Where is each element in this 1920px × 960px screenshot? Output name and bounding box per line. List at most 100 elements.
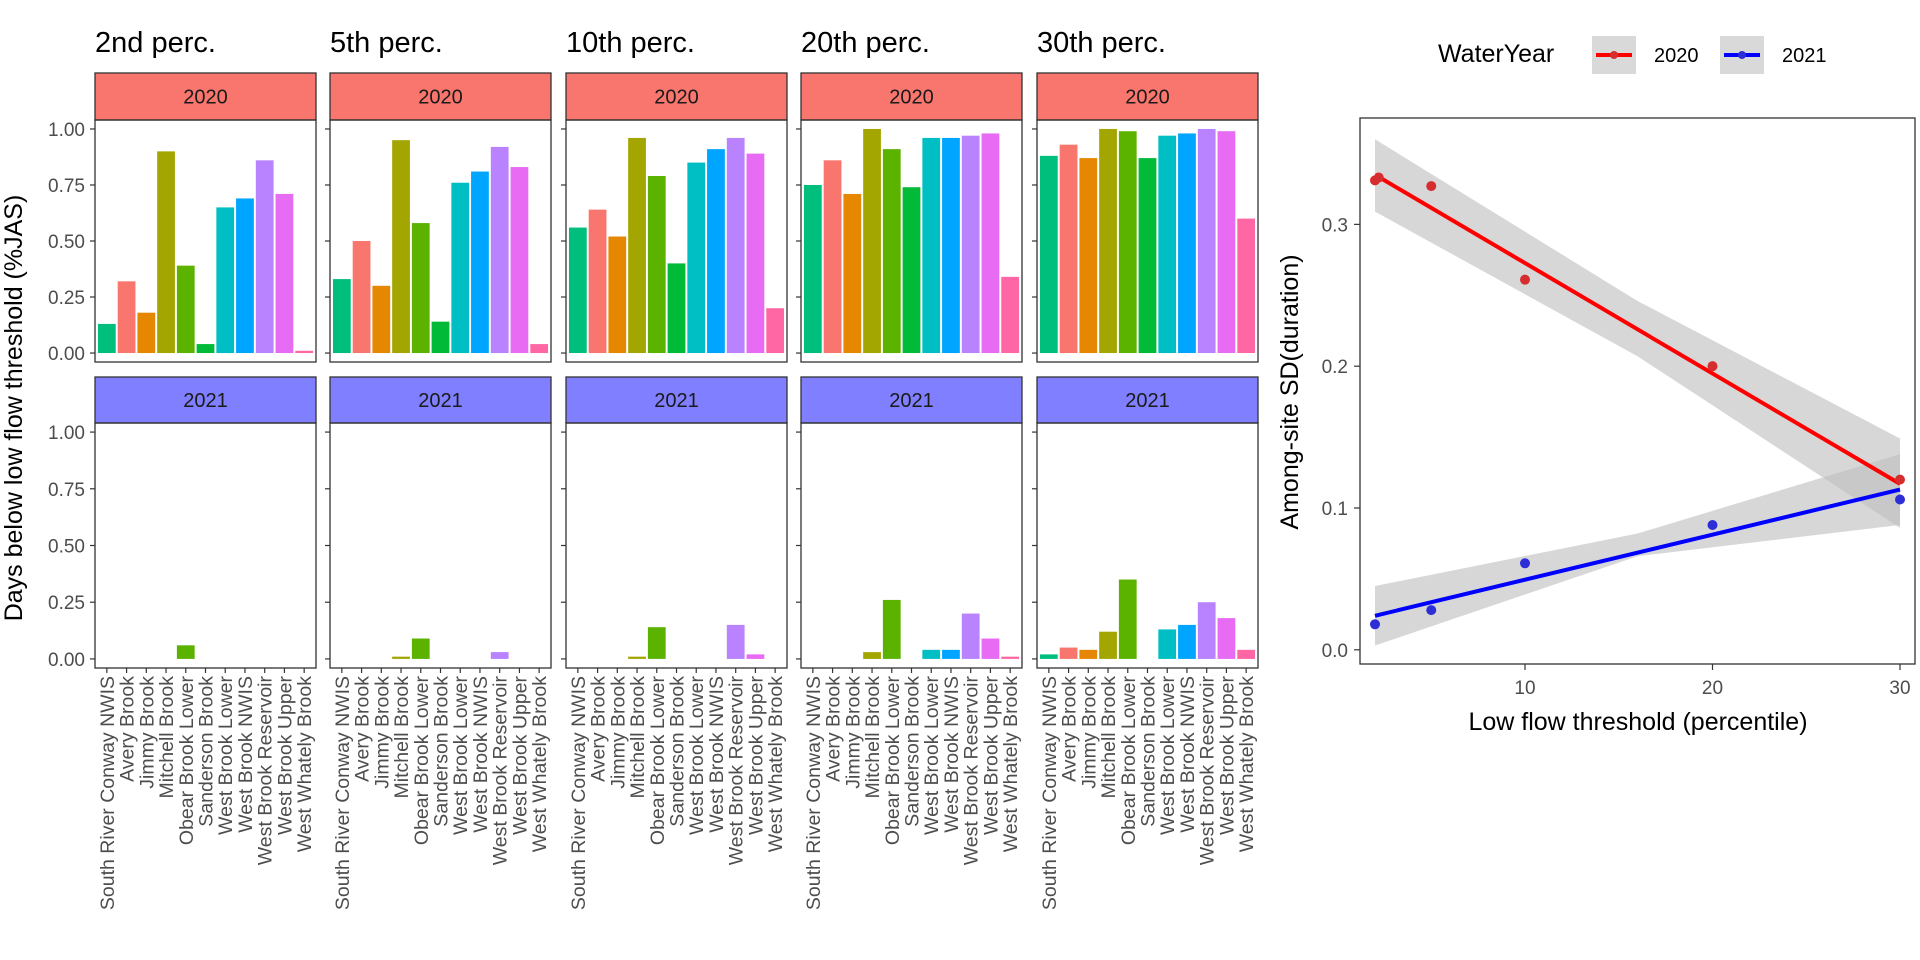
- strip-2020: [1036, 72, 1259, 121]
- x-tick-label-obear-brook-lower: Obear Brook Lower: [1118, 676, 1140, 846]
- x-tick-label-avery-brook: Avery Brook: [117, 676, 139, 782]
- scatter-x-tick-label: 30: [1889, 678, 1910, 699]
- bar-mitchell-brook: [392, 656, 410, 659]
- x-tick-label-south-river-conway-nwis: South River Conway NWIS: [332, 676, 354, 910]
- y-tick-label-2020: 0.00: [48, 344, 85, 365]
- x-tick-label-sanderson-brook: Sanderson Brook: [902, 676, 924, 827]
- strip-label-2020: 2020: [654, 87, 699, 109]
- bar-west-whately-brook: [530, 344, 549, 354]
- bar-west-brook-reservoir: [255, 160, 274, 354]
- bar-avery-brook: [1059, 647, 1078, 659]
- fit-line-2021: [1374, 487, 1901, 618]
- strip-label-2021: 2021: [889, 390, 934, 412]
- bar-west-brook-reservoir: [1197, 602, 1216, 659]
- bar-obear-brook-lower: [1118, 131, 1137, 354]
- bar-obear-brook-lower: [1118, 579, 1137, 659]
- bar-west-brook-nwis: [1178, 624, 1196, 659]
- x-tick-label-mitchell-brook: Mitchell Brook: [156, 676, 178, 799]
- bar-obear-brook-lower: [176, 645, 195, 659]
- bar-mitchell-brook: [628, 656, 646, 659]
- scatter-y-tick-label: 0.1: [1322, 499, 1348, 520]
- point-2020: [1373, 172, 1384, 183]
- panel-20th-perc-2020: 2020: [796, 72, 1023, 363]
- x-tick-label-west-brook-lower: West Brook Lower: [686, 675, 708, 834]
- bar-sanderson-brook: [667, 263, 686, 354]
- scatter-x-axis-title: Low flow threshold (percentile): [1468, 708, 1807, 736]
- panel-2nd-perc-2020: 2020: [90, 72, 317, 363]
- bar-south-river-conway-nwis: [568, 227, 587, 354]
- bar-west-brook-nwis: [1178, 133, 1196, 354]
- bar-mitchell-brook: [863, 128, 881, 354]
- y-tick-label-2021: 0.75: [48, 480, 85, 501]
- x-tick-label-obear-brook-lower: Obear Brook Lower: [411, 676, 433, 846]
- x-tick-label-west-brook-upper: West Brook Upper: [509, 675, 531, 834]
- bar-jimmy-brook: [843, 193, 862, 354]
- x-tick-label-jimmy-brook: Jimmy Brook: [1078, 676, 1100, 789]
- x-tick-label-south-river-conway-nwis: South River Conway NWIS: [97, 676, 119, 910]
- bar-mitchell-brook: [1099, 128, 1117, 354]
- x-tick-label-west-whately-brook: West Whately Brook: [294, 676, 316, 853]
- x-tick-label-obear-brook-lower: Obear Brook Lower: [882, 676, 904, 846]
- x-tick-label-obear-brook-lower: Obear Brook Lower: [647, 676, 669, 846]
- bar-jimmy-brook: [1079, 649, 1098, 659]
- bar-west-brook-nwis: [236, 198, 254, 354]
- scatter-y-tick-label: 0.3: [1322, 215, 1348, 236]
- x-tick-label-west-brook-nwis: West Brook NWIS: [941, 676, 963, 833]
- strip-label-2021: 2021: [183, 390, 228, 412]
- bar-obear-brook-lower: [647, 176, 666, 354]
- bar-jimmy-brook: [608, 236, 627, 354]
- bar-west-brook-upper: [746, 153, 765, 354]
- panel-title-5th-perc: 5th perc.: [330, 27, 443, 59]
- strip-2021: [800, 376, 1023, 424]
- scatter-y-tick-label: 0.0: [1322, 641, 1348, 662]
- fit-line-2020: [1373, 173, 1902, 486]
- bar-south-river-conway-nwis: [1039, 654, 1058, 659]
- bar-west-brook-reservoir: [490, 652, 509, 659]
- bar-west-brook-lower: [922, 137, 941, 354]
- bar-chart-y-axis-title: Days below low flow threshold (%JAS): [0, 195, 28, 622]
- x-tick-label-obear-brook-lower: Obear Brook Lower: [176, 676, 198, 846]
- scatter-y-tick-label: 0.2: [1322, 357, 1348, 378]
- x-tick-label-mitchell-brook: Mitchell Brook: [391, 676, 413, 799]
- point-2021: [1520, 558, 1530, 569]
- bar-west-brook-nwis: [707, 149, 725, 354]
- strip-label-2020: 2020: [889, 87, 934, 109]
- panel-border: [94, 422, 317, 669]
- panel-border: [800, 422, 1023, 669]
- x-tick-label-avery-brook: Avery Brook: [588, 676, 610, 782]
- x-tick-label-west-whately-brook: West Whately Brook: [1000, 676, 1022, 853]
- strip-label-2021: 2021: [654, 390, 699, 412]
- x-tick-label-west-brook-lower: West Brook Lower: [1157, 675, 1179, 834]
- panel-5th-perc-2020: 2020: [325, 72, 552, 363]
- bar-west-brook-reservoir: [490, 146, 509, 354]
- strip-label-2020: 2020: [418, 87, 463, 109]
- panel-border: [329, 422, 552, 669]
- x-tick-label-west-brook-reservoir: West Brook Reservoir: [726, 675, 748, 865]
- scatter-y-axis-title: Among-site SD(duration): [1276, 254, 1304, 529]
- bar-west-brook-reservoir: [726, 624, 745, 659]
- x-tick-label-avery-brook: Avery Brook: [823, 676, 845, 782]
- point-2020: [1895, 474, 1905, 485]
- bar-west-brook-upper: [275, 193, 294, 354]
- x-tick-label-south-river-conway-nwis: South River Conway NWIS: [803, 676, 825, 910]
- strip-2020: [94, 72, 317, 121]
- y-tick-label-2021: 1.00: [48, 423, 85, 444]
- panel-title-2nd-perc: 2nd perc.: [95, 27, 216, 59]
- bar-avery-brook: [823, 160, 842, 354]
- bar-sanderson-brook: [1138, 158, 1157, 354]
- point-2021: [1370, 619, 1380, 630]
- bar-south-river-conway-nwis: [1039, 155, 1058, 354]
- panel-title-30th-perc: 30th perc.: [1037, 27, 1166, 59]
- panel-10th-perc-2020: 2020: [561, 72, 788, 363]
- point-2020: [1426, 181, 1437, 192]
- bar-jimmy-brook: [1079, 158, 1098, 354]
- bar-west-brook-reservoir: [961, 135, 980, 354]
- bar-jimmy-brook: [372, 285, 391, 354]
- bar-obear-brook-lower: [882, 599, 901, 659]
- x-tick-label-west-whately-brook: West Whately Brook: [529, 676, 551, 853]
- legend-key-2020: [1592, 36, 1636, 74]
- bar-west-brook-upper: [746, 654, 765, 659]
